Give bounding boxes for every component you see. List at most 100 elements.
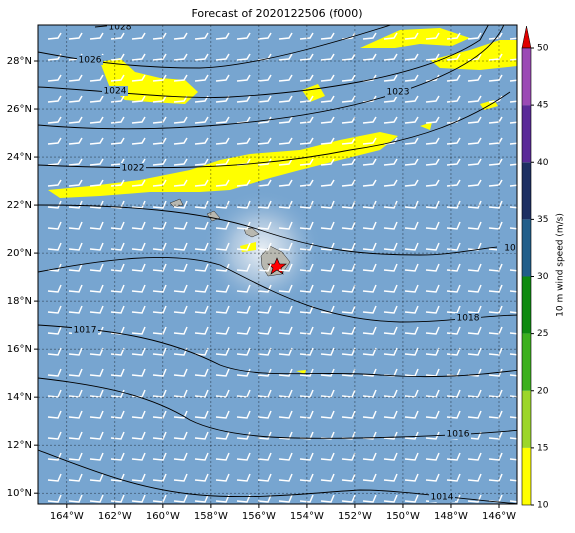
- wind-barb: [362, 389, 377, 398]
- wind-barb: [89, 410, 104, 419]
- wind-barb: [257, 452, 272, 461]
- wind-barb: [215, 179, 230, 187]
- isobar-label-bg: [120, 163, 146, 173]
- colorbar-tick-label: 50: [537, 44, 549, 54]
- isobar-label: 10: [504, 244, 516, 254]
- wind-barb: [194, 347, 209, 356]
- wind-barb: [236, 137, 251, 145]
- wind-barb: [320, 263, 335, 272]
- wind-barb: [194, 368, 209, 377]
- wind-barb: [215, 95, 230, 103]
- wind-barb: [425, 305, 440, 314]
- wind-barb: [299, 179, 314, 187]
- wind-barb: [278, 473, 293, 482]
- wind-barb: [404, 116, 419, 124]
- wind-barb: [257, 116, 272, 124]
- wind-barb: [446, 284, 461, 293]
- wind-barb: [467, 242, 482, 251]
- wind-barb: [446, 53, 461, 61]
- wind-barb: [47, 158, 62, 166]
- wind-barb: [110, 305, 125, 314]
- wind-barb: [47, 179, 62, 187]
- wind-barb: [278, 53, 293, 61]
- wind-barb: [68, 137, 83, 145]
- wind-barb: [425, 158, 440, 166]
- wind-barb: [383, 326, 398, 335]
- wind-barb: [278, 431, 293, 440]
- wind-barb: [278, 410, 293, 419]
- wind-barb: [110, 137, 125, 145]
- wind-barb: [341, 242, 356, 251]
- wind-barb: [257, 242, 272, 251]
- wind-barb: [467, 494, 482, 503]
- wind-barb: [89, 158, 104, 166]
- wind-barb: [383, 431, 398, 440]
- wind-barb: [425, 137, 440, 145]
- wind-barb: [257, 95, 272, 103]
- wind-barb: [257, 473, 272, 482]
- wind-barb: [341, 494, 356, 503]
- wind-barb: [257, 431, 272, 440]
- wind-barb: [404, 305, 419, 314]
- wind-barb: [446, 347, 461, 356]
- wind-barb: [68, 242, 83, 251]
- wind-barb: [509, 479, 517, 482]
- wind-barb: [257, 32, 272, 40]
- wind-barb: [509, 227, 517, 230]
- wind-barb: [173, 179, 188, 187]
- wind-barb: [383, 32, 398, 40]
- title: Forecast of 2020122506 (f000): [191, 7, 362, 20]
- wind-barb: [425, 200, 440, 209]
- wind-barb: [47, 221, 62, 230]
- wind-barb: [299, 368, 314, 377]
- wind-barb: [89, 74, 104, 82]
- wind-barb: [68, 179, 83, 187]
- wind-barb: [194, 158, 209, 166]
- wind-barb: [131, 32, 146, 40]
- wind-barb: [257, 368, 272, 377]
- wind-barb: [362, 452, 377, 461]
- wind-barb: [278, 326, 293, 335]
- wind-barb: [173, 410, 188, 419]
- wind-barb: [341, 200, 356, 209]
- wind-barb: [194, 326, 209, 335]
- wind-barb: [173, 305, 188, 314]
- wind-barb: [446, 116, 461, 124]
- wind-barb: [89, 431, 104, 440]
- wind-barb: [131, 305, 146, 314]
- wind-barb: [383, 452, 398, 461]
- wind-barb: [278, 494, 293, 503]
- wind-barb: [278, 242, 293, 251]
- wind-barb: [278, 305, 293, 314]
- wind-barb: [467, 431, 482, 440]
- wind-barb: [215, 137, 230, 145]
- wind-barb: [68, 368, 83, 377]
- wind-barb: [47, 347, 62, 356]
- isobar-label-bg: [107, 25, 133, 32]
- wind-barb: [299, 53, 314, 61]
- wind-barb: [341, 305, 356, 314]
- wind-barb: [488, 200, 503, 209]
- wind-barb: [446, 221, 461, 230]
- wind-barb: [236, 74, 251, 82]
- wind-barb: [488, 284, 503, 293]
- wind-barb: [236, 242, 251, 251]
- wind-barb: [467, 347, 482, 356]
- wind-barb: [110, 473, 125, 482]
- x-tick-label: 150°W: [386, 511, 420, 522]
- colorbar-tick-label: 45: [537, 101, 548, 111]
- wind-barb: [509, 142, 517, 145]
- x-tick-label: 146°W: [482, 511, 516, 522]
- wind-barb: [467, 158, 482, 166]
- wind-barb: [362, 263, 377, 272]
- wind-barb: [110, 284, 125, 293]
- wind-barb: [341, 53, 356, 61]
- wind-barb: [362, 158, 377, 166]
- wind-barb: [257, 263, 272, 272]
- wind-barb: [215, 200, 230, 209]
- wind-barb: [404, 368, 419, 377]
- wind-barb: [320, 410, 335, 419]
- wind-barb: [89, 473, 104, 482]
- wind-barb: [236, 200, 251, 209]
- wind-barb: [488, 452, 503, 461]
